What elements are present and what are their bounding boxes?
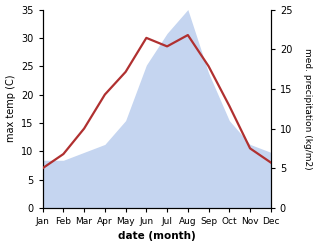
Y-axis label: max temp (C): max temp (C) [5, 75, 16, 143]
X-axis label: date (month): date (month) [118, 231, 196, 242]
Y-axis label: med. precipitation (kg/m2): med. precipitation (kg/m2) [303, 48, 313, 169]
